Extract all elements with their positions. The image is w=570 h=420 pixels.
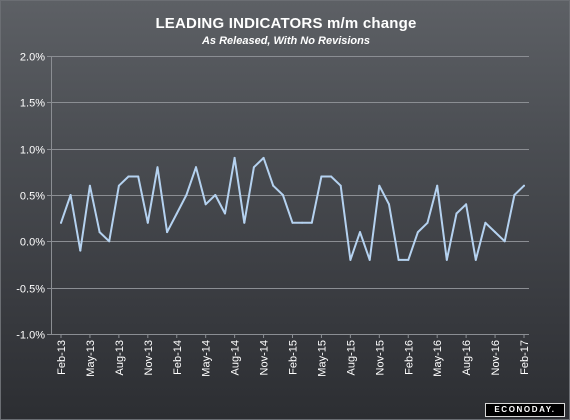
y-tick-label: 1.5% xyxy=(20,98,45,110)
x-tick-label: May-14 xyxy=(201,340,213,377)
x-axis-labels: Feb-13 May-13 Aug-13 Nov-13 Feb-14 May-14 Aug-… xyxy=(56,340,531,377)
data-point xyxy=(523,184,525,187)
data-point xyxy=(339,184,342,187)
x-tick-label: Aug-15 xyxy=(345,340,357,375)
data-point xyxy=(445,258,448,261)
x-tick-label: May-16 xyxy=(432,340,444,377)
x-tick-label: Nov-13 xyxy=(143,340,155,375)
data-point xyxy=(127,175,130,178)
data-point xyxy=(224,212,226,215)
data-point xyxy=(320,175,323,178)
data-point xyxy=(233,156,236,159)
data-point xyxy=(301,221,304,224)
axes xyxy=(47,56,525,338)
data-point xyxy=(243,221,246,224)
data-point xyxy=(513,194,516,196)
x-tick-label: May-13 xyxy=(85,340,97,377)
data-point xyxy=(204,203,207,206)
data-point xyxy=(291,221,294,224)
data-point xyxy=(503,240,506,243)
data-point xyxy=(397,258,400,261)
gridlines xyxy=(51,56,529,335)
x-tick-label: Nov-16 xyxy=(490,340,502,375)
data-point xyxy=(146,221,149,224)
data-point xyxy=(117,184,120,187)
x-tick-label: Feb-14 xyxy=(172,340,184,375)
x-tick-label: May-15 xyxy=(316,340,328,377)
data-point xyxy=(281,194,284,196)
x-tick-label: Feb-16 xyxy=(403,340,415,375)
data-point xyxy=(465,203,468,206)
y-tick-label: 1.0% xyxy=(20,145,45,157)
data-point xyxy=(272,184,275,187)
data-point xyxy=(262,156,265,159)
data-point xyxy=(185,194,188,196)
data-point xyxy=(108,240,111,243)
data-point xyxy=(436,184,439,187)
data-point xyxy=(494,231,497,234)
y-axis-labels: 2.0% 1.5% 1.0% 0.5% 0.0% -0.5% -1.0% xyxy=(16,52,45,342)
data-point xyxy=(359,231,361,234)
data-point xyxy=(474,258,477,261)
x-tick-label: Feb-13 xyxy=(56,340,68,375)
x-tick-label: Aug-14 xyxy=(230,340,242,375)
x-tick-label: Aug-16 xyxy=(461,340,473,375)
chart-subtitle: As Released, With No Revisions xyxy=(201,35,370,47)
chart-title: LEADING INDICATORS m/m change xyxy=(155,15,417,32)
y-tick-label: 0.0% xyxy=(20,237,45,249)
y-tick-label: 0.5% xyxy=(20,191,45,203)
data-point xyxy=(330,175,333,178)
data-point xyxy=(484,221,487,224)
data-point xyxy=(60,221,62,224)
data-point xyxy=(416,231,419,234)
series-line xyxy=(60,156,525,261)
y-tick-label: -0.5% xyxy=(16,284,45,296)
data-point xyxy=(368,258,371,261)
data-point xyxy=(378,184,381,187)
data-point xyxy=(195,166,197,169)
data-point xyxy=(349,258,352,261)
y-tick-label: 2.0% xyxy=(20,52,45,64)
data-point xyxy=(175,212,178,215)
data-point xyxy=(310,221,313,224)
x-tick-label: Feb-15 xyxy=(288,340,300,375)
x-tick-label: Feb-17 xyxy=(519,340,531,375)
data-point xyxy=(252,166,255,169)
data-point xyxy=(69,194,72,196)
data-point xyxy=(88,184,91,187)
data-point xyxy=(455,212,458,215)
data-point xyxy=(156,166,159,169)
data-point xyxy=(388,203,390,206)
x-tick-label: Nov-15 xyxy=(374,340,386,375)
econoday-logo: ECONODAY. xyxy=(485,403,565,417)
data-point xyxy=(426,221,429,224)
x-tick-label: Nov-14 xyxy=(259,340,271,375)
x-tick-label: Aug-13 xyxy=(114,340,126,375)
series xyxy=(60,156,525,261)
data-point xyxy=(166,231,169,234)
data-point xyxy=(79,249,82,252)
data-point xyxy=(137,175,140,178)
y-tick-label: -1.0% xyxy=(16,330,45,342)
data-point xyxy=(98,231,101,234)
data-point xyxy=(214,194,217,196)
data-point xyxy=(407,258,410,261)
